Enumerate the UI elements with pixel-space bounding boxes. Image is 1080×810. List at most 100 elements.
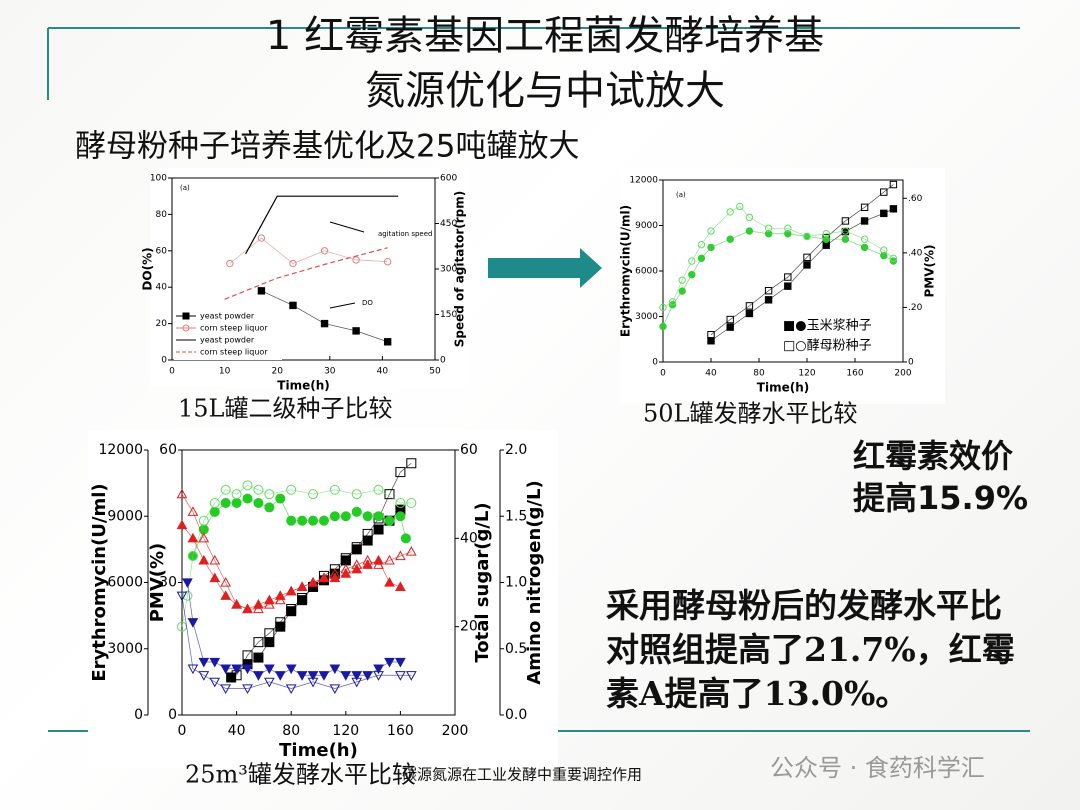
x-tick-label: 20	[271, 367, 283, 377]
data-point	[860, 203, 869, 212]
chart-bg	[88, 430, 558, 768]
legend-label: ■●玉米浆种子	[783, 319, 872, 334]
y-tick-label: 80	[156, 210, 168, 220]
data-point	[253, 671, 264, 681]
data-point	[395, 581, 406, 592]
data-point	[198, 515, 209, 526]
data-point	[296, 671, 308, 681]
data-point	[187, 551, 198, 561]
title: 1 红霉素基因工程菌发酵培养基	[266, 13, 824, 59]
data-point	[395, 550, 406, 561]
series-line	[224, 247, 388, 300]
annotation-arrow	[329, 221, 365, 233]
data-point	[340, 563, 352, 574]
data-point	[352, 327, 360, 335]
data-point	[384, 657, 395, 668]
data-point	[182, 590, 193, 601]
data-point	[373, 671, 384, 681]
data-point	[242, 664, 253, 675]
y-tick-label: 40	[156, 283, 168, 293]
y-tick-label: 3000	[635, 312, 658, 322]
data-point	[395, 511, 406, 522]
data-point	[264, 599, 275, 609]
data-point	[764, 296, 773, 304]
y-axis-label: DO(%)	[141, 247, 155, 290]
data-point	[406, 458, 417, 469]
legend-marker	[182, 324, 190, 332]
data-point	[383, 338, 392, 346]
data-point	[329, 484, 340, 495]
data-point	[841, 235, 850, 243]
data-point	[351, 544, 362, 555]
y-tick-label: 2.0	[505, 442, 527, 458]
legend-label: corn steep liquor	[200, 324, 268, 333]
data-point	[803, 261, 811, 269]
y-tick-label: 0	[161, 356, 167, 366]
data-point	[257, 287, 266, 295]
data-point	[707, 227, 715, 235]
x-tick-label: 10	[219, 367, 231, 377]
x-tick-label: 50	[429, 367, 441, 377]
y-tick-label: 9000	[635, 221, 658, 231]
data-point	[318, 572, 330, 583]
data-point	[745, 302, 754, 310]
y-tick-label: 3000	[107, 641, 143, 657]
data-point	[384, 576, 395, 587]
data-point	[307, 671, 319, 681]
data-point	[285, 684, 297, 695]
data-point	[373, 511, 384, 522]
x-tick-label: 30	[324, 367, 336, 377]
data-point	[264, 637, 275, 648]
data-point	[274, 594, 286, 605]
data-point	[803, 232, 811, 241]
y-tick-label: 0	[440, 356, 446, 366]
title: 氮源优化与中试放大	[365, 68, 725, 114]
conclusion: 采用酵母粉后的发酵水平比对照组提高了21.7%，红霉素A提高了13.0%。	[606, 586, 1015, 713]
data-point	[198, 532, 210, 543]
y-tick-label: 20	[156, 319, 168, 329]
data-point	[176, 488, 188, 499]
x-tick-label: 200	[442, 723, 469, 739]
data-point	[860, 243, 869, 252]
data-point	[351, 506, 362, 517]
x-tick-label: 200	[894, 369, 911, 379]
y-axis-label: Total sugar(g/L)	[472, 502, 493, 662]
data-point	[736, 202, 744, 211]
x-tick-label: 0	[660, 369, 666, 379]
data-point	[678, 276, 686, 284]
x-axis-label: Time(h)	[279, 740, 358, 761]
x-tick-label: 120	[798, 369, 815, 379]
highlight: 红霉素效价	[853, 437, 1013, 475]
data-point	[289, 301, 297, 310]
data-point	[383, 258, 392, 266]
data-point	[697, 240, 706, 249]
data-point	[351, 489, 362, 500]
data-point	[329, 568, 341, 578]
x-tick-label: 40	[228, 723, 246, 739]
data-point	[803, 253, 811, 262]
data-point	[860, 217, 869, 225]
data-point	[784, 273, 792, 281]
data-point	[242, 684, 253, 695]
data-point	[209, 554, 221, 565]
series-line	[230, 509, 401, 678]
data-point	[198, 524, 209, 535]
data-point	[880, 188, 888, 196]
data-point	[307, 677, 319, 688]
x-tick-label: 0	[178, 723, 187, 739]
data-point	[297, 595, 308, 606]
y-tick-label: 20	[460, 619, 478, 635]
data-point	[362, 671, 373, 681]
y-axis-label: Speed of agitator(rpm)	[453, 191, 467, 347]
data-point	[889, 254, 898, 263]
data-point	[764, 287, 773, 295]
data-point	[880, 246, 888, 254]
data-point	[286, 515, 297, 526]
data-point	[220, 498, 231, 508]
data-point	[297, 515, 308, 526]
y-tick-label: 0.0	[505, 707, 527, 723]
y-axis-label: Amino nitrogen(g/L)	[524, 480, 545, 684]
x-tick-label: 80	[753, 369, 765, 379]
